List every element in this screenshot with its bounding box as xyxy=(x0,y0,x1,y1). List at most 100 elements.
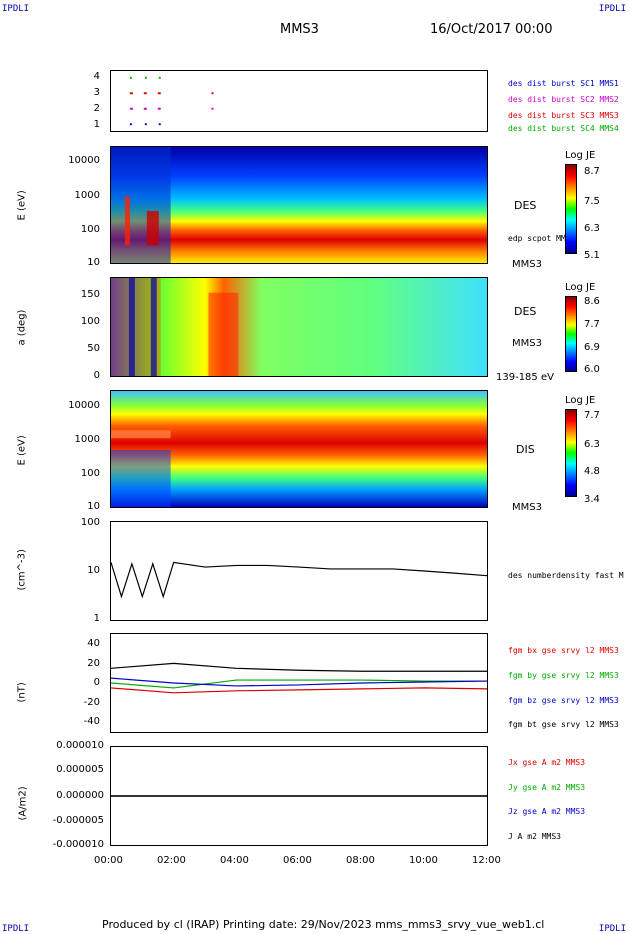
tick-label: 0.000000 xyxy=(56,790,104,801)
colorbar-tick: 7.5 xyxy=(584,196,600,207)
instrument-label: DES xyxy=(514,305,537,318)
legend-label: fgm bx gse srvy l2 MMS3 xyxy=(508,646,619,655)
tick-label: 20 xyxy=(87,658,100,669)
tick-label: 10 xyxy=(87,257,100,268)
tick-label: 1 xyxy=(93,613,100,624)
tick-label: 100 xyxy=(80,517,100,528)
colorbar-tick: 7.7 xyxy=(584,319,600,330)
tick-label: -0.000005 xyxy=(52,815,104,826)
colorbar-tick: 4.8 xyxy=(584,466,600,477)
series-line xyxy=(111,687,487,694)
spacecraft-label: MMS3 xyxy=(512,502,542,513)
y-axis-label: (nT) xyxy=(16,682,28,703)
x-tick-label: 04:00 xyxy=(220,855,249,866)
legend-label: J A m2 MMS3 xyxy=(508,832,561,841)
colorbar-tick: 3.4 xyxy=(584,494,600,505)
dis-energy-spectrogram xyxy=(110,390,488,508)
x-tick-label: 02:00 xyxy=(157,855,186,866)
y-axis-label: a (deg) xyxy=(16,309,28,346)
magnetic-field-panel xyxy=(110,633,488,733)
tick-label: 10000 xyxy=(68,155,100,166)
legend-label: des dist burst SC1 MMS1 xyxy=(508,79,619,88)
x-tick-label: 10:00 xyxy=(409,855,438,866)
legend-label: fgm by gse srvy l2 MMS3 xyxy=(508,671,619,680)
y-axis-label: E (eV) xyxy=(16,435,28,466)
legend-label: Jy gse A m2 MMS3 xyxy=(508,783,586,792)
tick-label: 4 xyxy=(93,71,100,82)
des-energy-spectrogram xyxy=(110,146,488,264)
colorbar-tick: 6.3 xyxy=(584,223,600,234)
colorbar-tick: 5.1 xyxy=(584,250,600,261)
colorbar xyxy=(565,296,577,372)
footer-text: Produced by cl (IRAP) Printing date: 29/… xyxy=(102,918,545,931)
density-panel xyxy=(110,521,488,621)
x-tick-label: 12:00 xyxy=(472,855,501,866)
colorbar-tick: 8.6 xyxy=(584,296,600,307)
colorbar xyxy=(565,409,577,497)
series-line xyxy=(111,561,487,599)
tick-label: 10 xyxy=(87,565,100,576)
spacecraft-label: MMS3 xyxy=(512,338,542,349)
instrument-label: DES xyxy=(514,199,537,212)
x-tick-label: 06:00 xyxy=(283,855,312,866)
legend-label: des dist burst SC2 MMS2 xyxy=(508,95,619,104)
tick-label: 100 xyxy=(80,224,100,235)
corner-logo-tr: IPDLI xyxy=(598,4,626,14)
tick-label: 10000 xyxy=(68,400,100,411)
series-line xyxy=(111,662,487,672)
tick-label: 100 xyxy=(80,468,100,479)
legend-label: fgm bz gse srvy l2 MMS3 xyxy=(508,696,619,705)
series-line xyxy=(111,677,487,687)
tick-label: 1 xyxy=(93,119,100,130)
tick-label: -40 xyxy=(83,716,100,727)
y-axis-label: E (eV) xyxy=(16,190,28,221)
tick-label: 10 xyxy=(87,501,100,512)
trace-label: edp scpot MMS3 xyxy=(508,234,576,243)
corner-logo-bl: IPDLI xyxy=(2,924,30,934)
legend-label: des dist burst SC4 MMS4 xyxy=(508,124,619,133)
colorbar-tick: 6.9 xyxy=(584,342,600,353)
page-title: MMS3 xyxy=(280,22,319,37)
x-tick-label: 00:00 xyxy=(94,855,123,866)
colorbar-tick: 6.0 xyxy=(584,364,600,375)
tick-label: 3 xyxy=(93,87,100,98)
y-axis-label: (A/m2) xyxy=(17,786,29,821)
tick-label: 1000 xyxy=(74,190,100,201)
legend-label: des dist burst SC3 MMS3 xyxy=(508,111,619,120)
tick-label: 50 xyxy=(87,343,100,354)
legend-label: Jx gse A m2 MMS3 xyxy=(508,758,586,767)
tick-label: -20 xyxy=(83,697,100,708)
tick-label: 0 xyxy=(93,677,100,688)
series-line xyxy=(111,679,487,689)
legend-label: Jz gse A m2 MMS3 xyxy=(508,807,586,816)
y-axis-label: (cm^-3) xyxy=(16,549,28,591)
tick-label: 150 xyxy=(80,289,100,300)
colorbar-tick: 8.7 xyxy=(584,166,600,177)
legend-label: fgm bt gse srvy l2 MMS3 xyxy=(508,720,619,729)
colorbar-tick: 6.3 xyxy=(584,439,600,450)
tick-label: 0.000005 xyxy=(56,764,104,775)
tick-label: -0.000010 xyxy=(52,839,104,850)
tick-label: 0 xyxy=(93,370,100,381)
colorbar-title: Log JE xyxy=(565,395,596,406)
colorbar-title: Log JE xyxy=(565,282,596,293)
tick-label: 1000 xyxy=(74,434,100,445)
spacecraft-label: MMS3 xyxy=(512,259,542,270)
tick-label: 40 xyxy=(87,638,100,649)
colorbar-title: Log JE xyxy=(565,150,596,161)
tick-label: 100 xyxy=(80,316,100,327)
colorbar xyxy=(565,164,577,254)
tick-label: 0.000010 xyxy=(56,740,104,751)
instrument-label: DIS xyxy=(516,443,535,456)
colorbar-tick: 7.7 xyxy=(584,410,600,421)
plot-date: 16/Oct/2017 00:00 xyxy=(430,22,553,37)
x-tick-label: 08:00 xyxy=(346,855,375,866)
corner-logo-tl: IPDLI xyxy=(2,4,30,14)
current-density-panel xyxy=(110,746,488,846)
tick-label: 2 xyxy=(93,103,100,114)
energy-range-label: 139-185 eV xyxy=(496,372,554,383)
corner-logo-br: IPDLI xyxy=(598,924,626,934)
legend-label: des numberdensity fast M xyxy=(508,571,624,580)
des-pitch-angle-spectrogram xyxy=(110,277,488,377)
burst-panel xyxy=(110,70,488,132)
